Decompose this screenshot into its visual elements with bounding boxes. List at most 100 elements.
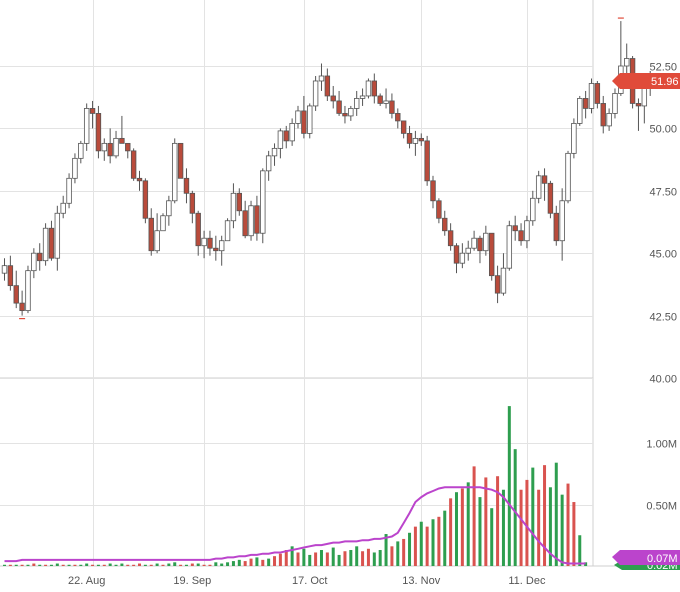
candle-body — [553, 212, 559, 242]
volume-tick-label: 1.00M — [646, 439, 677, 451]
candle — [330, 85, 336, 109]
volume-bar — [202, 564, 206, 566]
candle-body — [359, 95, 366, 99]
candle — [136, 170, 143, 191]
candle-body — [424, 140, 430, 182]
volume-bar — [49, 564, 53, 566]
candle-body — [130, 150, 137, 179]
candle-body — [483, 232, 489, 252]
volume-bar — [237, 559, 241, 566]
last-price-tag: 51.96 — [612, 73, 680, 89]
candle-body — [577, 98, 583, 124]
candle-body — [136, 177, 143, 182]
volume-bar — [454, 492, 458, 566]
candle-body — [213, 247, 219, 252]
volume-bar — [449, 498, 453, 566]
candle-body — [418, 137, 424, 142]
candle — [37, 243, 43, 271]
candle — [48, 220, 55, 261]
candle — [201, 230, 207, 259]
candle — [635, 98, 642, 131]
candle — [424, 135, 430, 186]
candle — [113, 130, 119, 159]
candle-body — [395, 113, 401, 122]
candle-body — [635, 103, 642, 107]
candle — [377, 93, 383, 106]
candle — [588, 78, 595, 114]
volume-bar — [507, 406, 511, 566]
volume-bar — [161, 564, 165, 566]
candle-body — [230, 192, 237, 222]
candle — [582, 90, 589, 119]
candle-body — [224, 220, 231, 242]
volume-bar — [478, 497, 482, 566]
volume-bar — [349, 550, 353, 566]
candle — [559, 188, 565, 261]
candle-body — [78, 142, 84, 159]
candle-body — [207, 237, 213, 249]
volume-bar — [44, 564, 48, 566]
candle — [577, 95, 583, 126]
candle-body — [1, 265, 8, 274]
candle-body — [436, 200, 442, 219]
candle-body — [471, 237, 477, 249]
volume-bar — [249, 558, 253, 566]
volume-bar — [132, 564, 136, 566]
volume-bar — [572, 502, 576, 566]
candle — [248, 200, 254, 241]
candle-body — [512, 225, 518, 232]
candle — [312, 75, 319, 111]
volume-bar — [102, 564, 106, 566]
candle — [483, 225, 489, 256]
last-price-label: 51.96 — [651, 76, 679, 88]
candle — [25, 265, 31, 314]
candle — [530, 190, 536, 226]
volume-bar — [460, 488, 464, 566]
volume-bar — [120, 563, 124, 566]
candle-body — [547, 182, 554, 214]
candle — [489, 232, 495, 281]
candle — [183, 168, 190, 204]
chart-axes: 52.50 50.00 47.50 45.00 42.50 40.00 1.00M 0.50M… — [68, 62, 677, 588]
candle — [406, 125, 413, 149]
candle — [371, 73, 378, 104]
candle — [230, 183, 237, 229]
candle-body — [559, 200, 565, 242]
volume-bar — [302, 548, 306, 566]
candle-body — [500, 267, 507, 294]
price-tick-label: 42.50 — [649, 312, 677, 324]
volume-bar — [296, 552, 300, 566]
volume-bar — [290, 546, 294, 566]
volume-bar — [20, 564, 24, 566]
candle — [295, 105, 301, 129]
volume-bar — [425, 526, 429, 566]
candle-body — [260, 170, 266, 234]
candle-body — [154, 230, 160, 252]
candle — [494, 265, 501, 304]
candle — [600, 95, 606, 134]
candle-body — [25, 270, 31, 312]
candle-body — [624, 58, 630, 67]
volume-bar — [343, 551, 347, 566]
candle-body — [148, 217, 154, 252]
candle — [612, 88, 618, 119]
candle-body — [365, 80, 372, 97]
candle-body — [442, 217, 448, 232]
candle-body — [389, 100, 395, 114]
candle — [265, 150, 272, 181]
candle-body — [494, 275, 501, 294]
candle — [418, 133, 424, 146]
volume-bar — [543, 465, 547, 566]
volume-bar — [513, 449, 517, 566]
volume-bar — [208, 564, 212, 566]
candle — [336, 90, 342, 116]
candle — [353, 90, 360, 116]
candle — [535, 170, 542, 204]
candle — [142, 178, 149, 224]
candle-body — [283, 130, 289, 142]
price-tick-label: 52.50 — [649, 62, 677, 74]
candle-body — [242, 210, 248, 237]
candle-body — [447, 230, 454, 247]
candle — [301, 95, 307, 139]
candle-body — [19, 302, 25, 312]
